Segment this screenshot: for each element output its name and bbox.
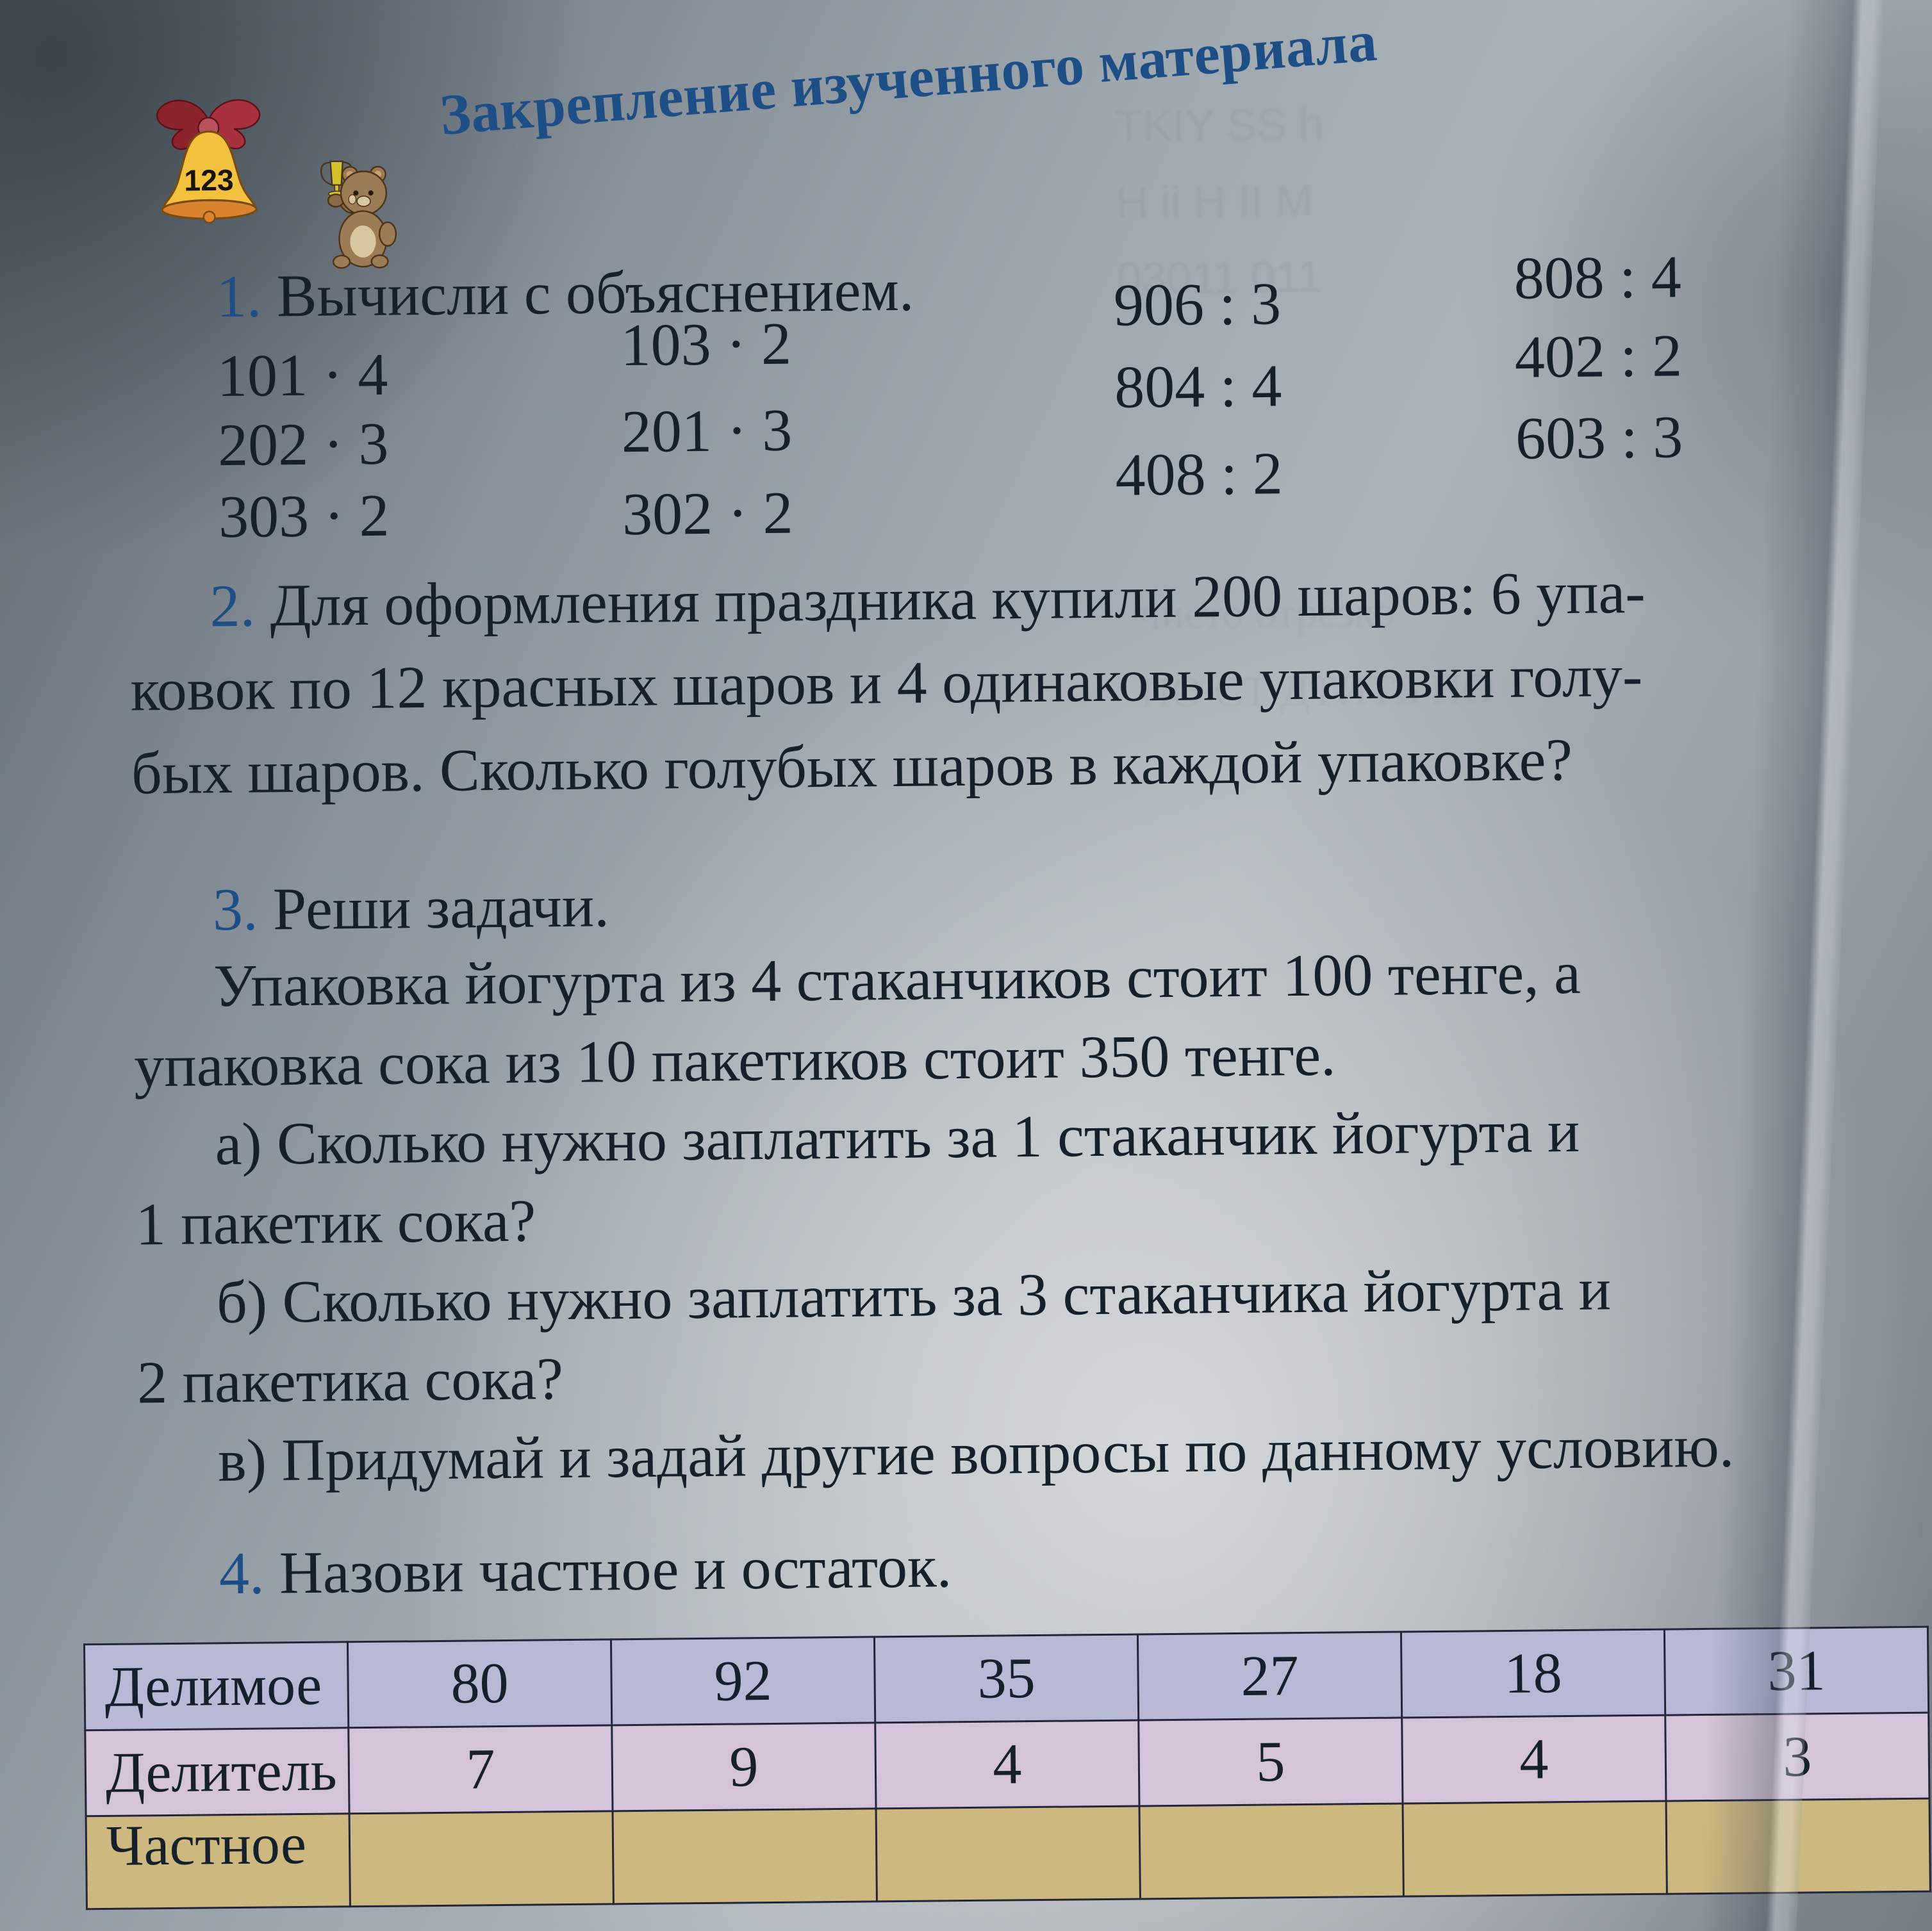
svg-text:123: 123 bbox=[184, 163, 234, 197]
